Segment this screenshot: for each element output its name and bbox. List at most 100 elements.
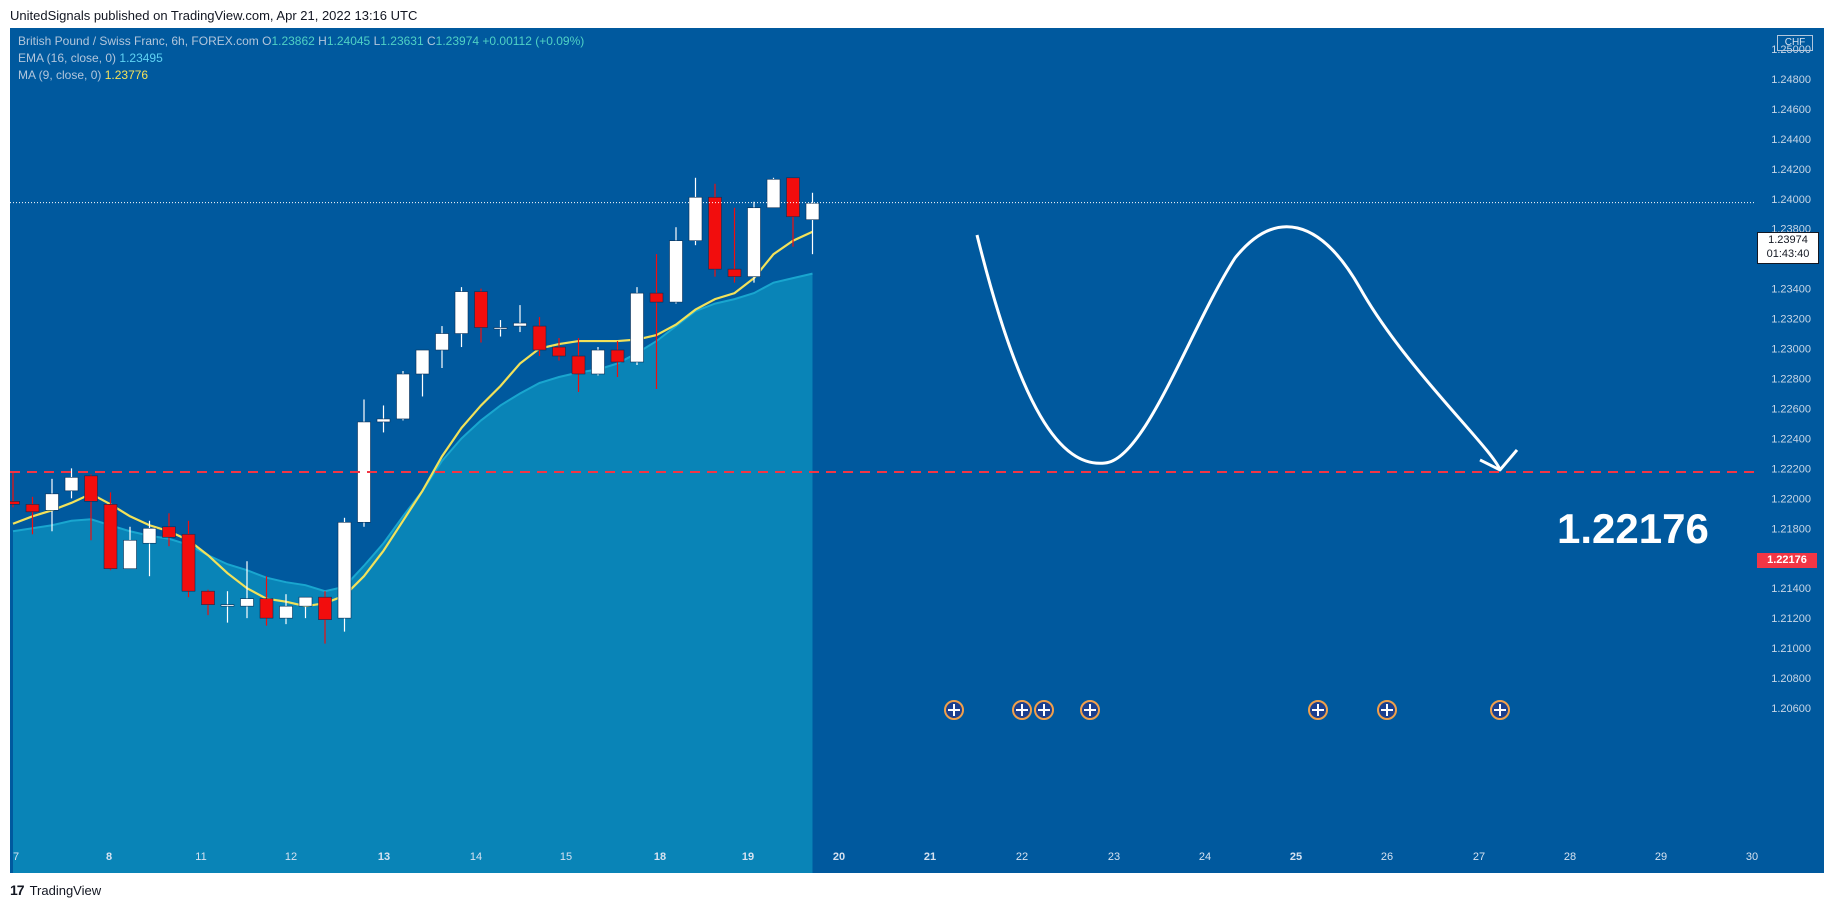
candle-body: [610, 349, 625, 363]
y-tick-label: 1.20800: [1771, 673, 1811, 685]
candle-body: [435, 333, 449, 351]
ema-label: EMA (16, close, 0): [18, 51, 117, 65]
price-axis-background[interactable]: [1755, 28, 1824, 873]
candle-body: [45, 493, 59, 511]
event-flag-cross: [1016, 704, 1028, 716]
candle-body: [337, 521, 352, 619]
candle: [220, 591, 235, 623]
candle: [747, 201, 761, 283]
candle: [474, 288, 488, 343]
ma-value: 1.23776: [104, 68, 149, 82]
candle: [630, 287, 644, 366]
chart-canvas[interactable]: 1.25000 1.24800 1.24600 1.24400 1.24200 1.240…: [10, 28, 1824, 873]
candle: [708, 183, 722, 277]
candle-body: [532, 325, 547, 351]
x-tick-label: 22: [1016, 851, 1028, 863]
candle-body: [747, 207, 761, 277]
x-tick-label: 21: [924, 851, 936, 863]
candle: [766, 177, 781, 209]
target-annotation-text[interactable]: 1.22176: [1557, 505, 1709, 552]
x-tick-label: 8: [106, 851, 112, 863]
candle-body: [591, 349, 605, 375]
y-tick-label: 1.24200: [1771, 164, 1811, 176]
y-tick-label: 1.22600: [1771, 403, 1811, 415]
change-value: +0.00112 (+0.09%): [482, 34, 585, 48]
candle-body: [162, 526, 176, 538]
candle-body: [318, 596, 332, 620]
y-tick-label: 1.24800: [1771, 74, 1811, 86]
candle-body: [415, 349, 430, 375]
high-value: 1.24045: [326, 34, 371, 48]
currency-label[interactable]: CHF: [1777, 35, 1813, 51]
symbol-name: British Pound / Swiss Franc, 6h, FOREX.c…: [18, 34, 259, 48]
close-value: 1.23974: [435, 34, 480, 48]
candle-body: [376, 418, 391, 423]
candle-body: [142, 527, 157, 544]
candle: [103, 492, 118, 571]
footer: 17 TradingView: [10, 882, 101, 898]
low-value: 1.23631: [380, 34, 424, 48]
x-tick-label: 14: [470, 851, 482, 863]
ma-series: [12, 230, 813, 608]
candle-body: [396, 373, 410, 420]
candle: [181, 520, 196, 598]
ma-label: MA (9, close, 0): [18, 68, 102, 82]
x-tick-label: 12: [285, 851, 297, 863]
candle: [162, 513, 176, 547]
event-flag-icon: [1308, 700, 1328, 720]
event-flag-cross: [1084, 704, 1096, 716]
chart-panel[interactable]: 1.25000 1.24800 1.24600 1.24400 1.24200 1.240…: [10, 28, 1824, 873]
candle: [669, 227, 683, 304]
y-tick-label: 1.22000: [1771, 493, 1811, 505]
y-tick-label: 1.24600: [1771, 104, 1811, 116]
x-tick-label: 30: [1746, 851, 1758, 863]
candle-body: [298, 596, 313, 607]
candle: [591, 347, 605, 376]
tradingview-logo-icon[interactable]: 17: [10, 882, 25, 898]
x-tick-label: 29: [1655, 851, 1667, 863]
candle-body: [181, 533, 196, 592]
candle-body: [25, 504, 40, 513]
ema-legend[interactable]: EMA (16, close, 0) 1.23495: [18, 51, 163, 65]
x-tick-label: 26: [1381, 851, 1393, 863]
candle: [493, 320, 508, 337]
y-tick-label: 1.23400: [1771, 284, 1811, 296]
candle: [357, 399, 371, 527]
candlestick-series: [10, 177, 820, 644]
x-tick-label: 25: [1290, 851, 1302, 863]
candle-body: [84, 475, 98, 502]
x-tick-label: 19: [742, 851, 754, 863]
candle-body: [220, 604, 235, 607]
candle: [610, 341, 625, 377]
current-price-label: 1.23974 01:43:40: [1757, 232, 1819, 264]
candle-body: [571, 355, 586, 375]
x-tick-label: 28: [1564, 851, 1576, 863]
candle-body: [103, 504, 118, 570]
symbol-legend[interactable]: British Pound / Swiss Franc, 6h, FOREX.c…: [18, 34, 584, 48]
candle: [532, 317, 547, 357]
y-tick-label: 1.21400: [1771, 583, 1811, 595]
target-price-label: 1.22176: [1757, 553, 1817, 568]
level-lines: [10, 202, 1755, 473]
candle-body: [474, 291, 488, 328]
candle: [142, 520, 157, 577]
candle-body: [649, 292, 664, 303]
event-flag-icon: [1080, 700, 1100, 720]
candle-body: [786, 177, 800, 218]
candle-body: [766, 178, 781, 209]
candle: [298, 596, 313, 619]
event-icons: [944, 700, 1510, 720]
x-axis: 7 8 11 12 13 14 15 18 19 20 21 22 23 24 25 26 27 28 29 30: [13, 851, 1758, 863]
ema-area-fill: [13, 273, 813, 873]
bar-countdown: 01:43:40: [1766, 248, 1810, 260]
ma-legend[interactable]: MA (9, close, 0) 1.23776: [18, 68, 148, 82]
published-header: UnitedSignals published on TradingView.c…: [10, 8, 418, 23]
event-flag-cross: [1494, 704, 1506, 716]
candle-body: [630, 292, 644, 363]
footer-brand[interactable]: TradingView: [29, 882, 102, 898]
candle-body: [259, 598, 274, 619]
y-tick-label: 1.24400: [1771, 134, 1811, 146]
current-price-value: 1.23974: [1768, 234, 1808, 246]
candle: [552, 338, 566, 361]
event-flag-icon: [1034, 700, 1054, 720]
